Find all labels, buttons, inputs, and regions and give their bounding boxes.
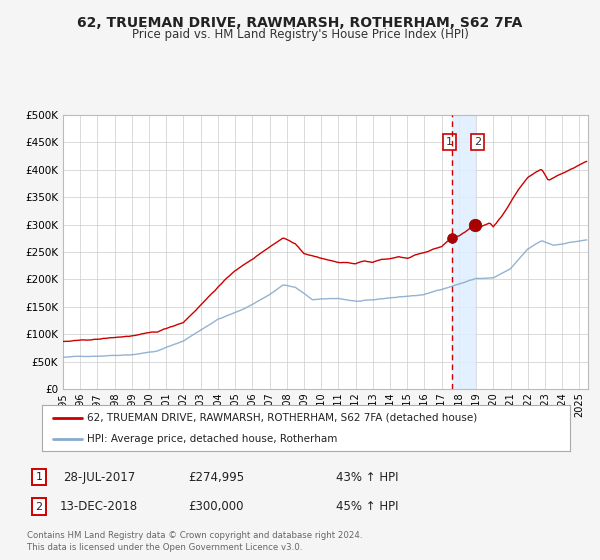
Text: 1: 1	[446, 137, 453, 147]
Text: £300,000: £300,000	[188, 500, 244, 514]
Text: Contains HM Land Registry data © Crown copyright and database right 2024.
This d: Contains HM Land Registry data © Crown c…	[27, 531, 362, 552]
Text: 28-JUL-2017: 28-JUL-2017	[63, 470, 135, 484]
Text: 2: 2	[474, 137, 481, 147]
Text: 2: 2	[35, 502, 43, 512]
Text: Price paid vs. HM Land Registry's House Price Index (HPI): Price paid vs. HM Land Registry's House …	[131, 28, 469, 41]
Text: 13-DEC-2018: 13-DEC-2018	[60, 500, 138, 514]
Text: 43% ↑ HPI: 43% ↑ HPI	[336, 470, 398, 484]
Text: £274,995: £274,995	[188, 470, 244, 484]
Bar	[452, 115, 475, 389]
Text: HPI: Average price, detached house, Rotherham: HPI: Average price, detached house, Roth…	[87, 434, 337, 444]
Text: 1: 1	[35, 472, 43, 482]
Text: 62, TRUEMAN DRIVE, RAWMARSH, ROTHERHAM, S62 7FA: 62, TRUEMAN DRIVE, RAWMARSH, ROTHERHAM, …	[77, 16, 523, 30]
Text: 62, TRUEMAN DRIVE, RAWMARSH, ROTHERHAM, S62 7FA (detached house): 62, TRUEMAN DRIVE, RAWMARSH, ROTHERHAM, …	[87, 413, 477, 423]
Text: 45% ↑ HPI: 45% ↑ HPI	[336, 500, 398, 514]
